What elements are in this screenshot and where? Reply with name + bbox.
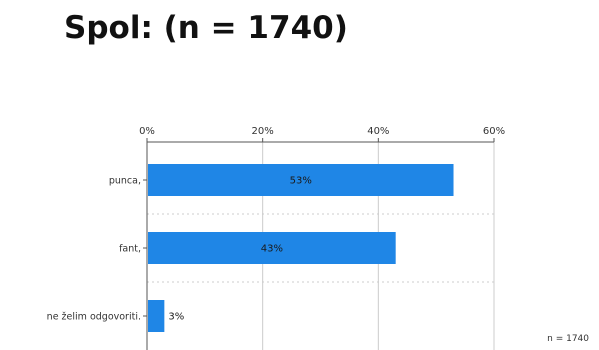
axis-layer: 0% 20% 40% 60% punca, fant, ne želim odgovorit… bbox=[47, 126, 505, 350]
bar-3 bbox=[148, 300, 165, 332]
data-label-2: 43% bbox=[261, 244, 283, 255]
bar-1 bbox=[148, 164, 454, 196]
category-label-3: ne želim odgovoriti. bbox=[47, 312, 141, 323]
bar-layer: 53% 43% 3% bbox=[148, 164, 454, 332]
data-label-3: 3% bbox=[168, 312, 184, 323]
category-label-2: fant, bbox=[119, 244, 141, 255]
category-label-1: punca, bbox=[109, 176, 141, 187]
tick-label-60: 60% bbox=[483, 126, 505, 137]
tick-label-20: 20% bbox=[252, 126, 274, 137]
bar-2 bbox=[148, 232, 396, 264]
data-label-1: 53% bbox=[290, 176, 312, 187]
tick-label-40: 40% bbox=[367, 126, 389, 137]
sample-size-note: n = 1740 bbox=[547, 334, 589, 344]
page-title: Spol: (n = 1740) bbox=[64, 10, 348, 46]
tick-label-0: 0% bbox=[139, 126, 155, 137]
